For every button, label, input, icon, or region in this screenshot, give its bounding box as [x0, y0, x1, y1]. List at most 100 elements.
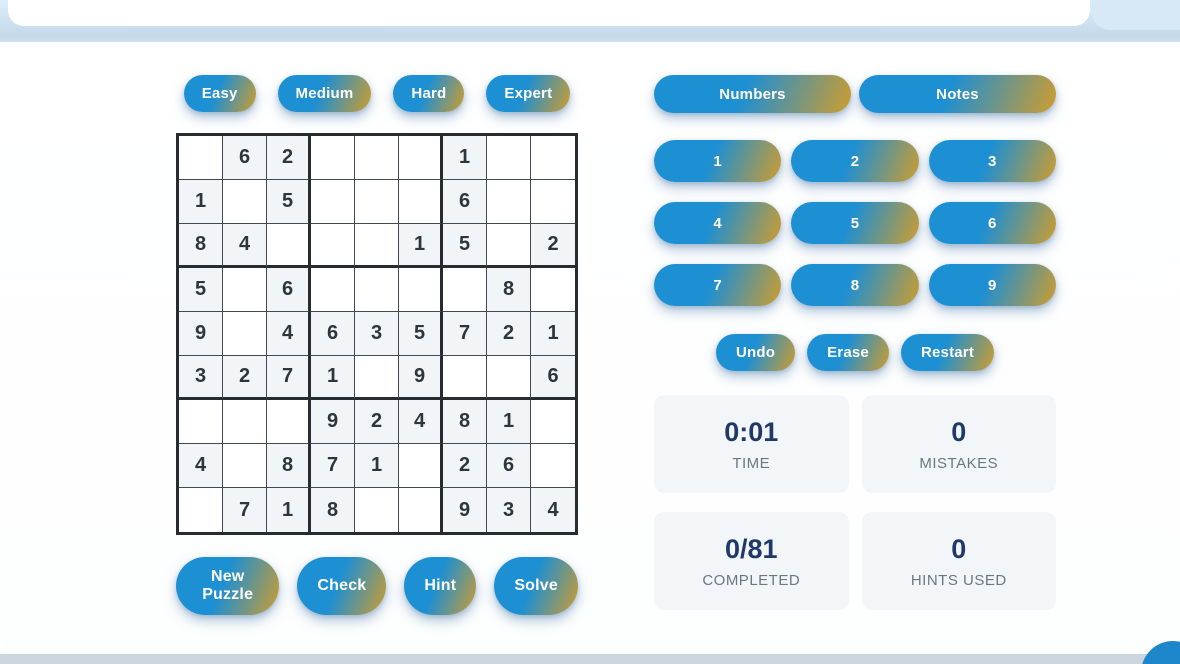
check-button[interactable]: Check	[297, 557, 387, 615]
cell-r5c1[interactable]: 9	[179, 312, 223, 356]
cell-r4c5[interactable]	[355, 268, 399, 312]
cell-r2c1[interactable]: 1	[179, 180, 223, 224]
cell-r8c8[interactable]: 6	[487, 444, 531, 488]
cell-r5c2[interactable]	[223, 312, 267, 356]
cell-r7c2[interactable]	[223, 400, 267, 444]
cell-r8c6[interactable]	[399, 444, 443, 488]
digit-9-button[interactable]: 9	[928, 264, 1056, 306]
digit-4-button[interactable]: 4	[654, 202, 782, 244]
cell-r2c9[interactable]	[531, 180, 575, 224]
digit-1-button[interactable]: 1	[654, 140, 782, 182]
digit-2-button[interactable]: 2	[791, 140, 919, 182]
cell-r8c5[interactable]: 1	[355, 444, 399, 488]
cell-r3c6[interactable]: 1	[399, 224, 443, 268]
tab-notes[interactable]: Notes	[859, 75, 1056, 113]
digit-8-button[interactable]: 8	[791, 264, 919, 306]
cell-r2c6[interactable]	[399, 180, 443, 224]
cell-r6c6[interactable]: 9	[399, 356, 443, 400]
cell-r4c6[interactable]	[399, 268, 443, 312]
cell-r4c8[interactable]: 8	[487, 268, 531, 312]
cell-r6c8[interactable]	[487, 356, 531, 400]
cell-r7c3[interactable]	[267, 400, 311, 444]
cell-r4c9[interactable]	[531, 268, 575, 312]
digit-5-button[interactable]: 5	[791, 202, 919, 244]
cell-r8c9[interactable]	[531, 444, 575, 488]
cell-r6c3[interactable]: 7	[267, 356, 311, 400]
cell-r7c1[interactable]	[179, 400, 223, 444]
cell-r1c2[interactable]: 6	[223, 136, 267, 180]
cell-r1c6[interactable]	[399, 136, 443, 180]
cell-r3c5[interactable]	[355, 224, 399, 268]
cell-r9c7[interactable]: 9	[443, 488, 487, 532]
cell-r4c4[interactable]	[311, 268, 355, 312]
cell-r5c3[interactable]: 4	[267, 312, 311, 356]
cell-r3c3[interactable]	[267, 224, 311, 268]
cell-r3c7[interactable]: 5	[443, 224, 487, 268]
cell-r3c8[interactable]	[487, 224, 531, 268]
cell-r3c4[interactable]	[311, 224, 355, 268]
cell-r6c9[interactable]: 6	[531, 356, 575, 400]
cell-r5c9[interactable]: 1	[531, 312, 575, 356]
difficulty-medium-button[interactable]: Medium	[277, 75, 372, 112]
cell-r9c3[interactable]: 1	[267, 488, 311, 532]
erase-button[interactable]: Erase	[807, 334, 889, 371]
undo-button[interactable]: Undo	[715, 334, 796, 371]
digit-6-button[interactable]: 6	[928, 202, 1056, 244]
cell-r2c5[interactable]	[355, 180, 399, 224]
new-puzzle-button[interactable]: New Puzzle	[176, 557, 280, 615]
cell-r4c1[interactable]: 5	[179, 268, 223, 312]
difficulty-hard-button[interactable]: Hard	[393, 75, 465, 112]
cell-r1c3[interactable]: 2	[267, 136, 311, 180]
cell-r6c2[interactable]: 2	[223, 356, 267, 400]
cell-r2c8[interactable]	[487, 180, 531, 224]
cell-r7c4[interactable]: 9	[311, 400, 355, 444]
cell-r9c6[interactable]	[399, 488, 443, 532]
cell-r9c8[interactable]: 3	[487, 488, 531, 532]
cell-r8c1[interactable]: 4	[179, 444, 223, 488]
digit-7-button[interactable]: 7	[654, 264, 782, 306]
cell-r5c8[interactable]: 2	[487, 312, 531, 356]
cell-r9c1[interactable]	[179, 488, 223, 532]
cell-r5c4[interactable]: 6	[311, 312, 355, 356]
cell-r7c7[interactable]: 8	[443, 400, 487, 444]
cell-r1c5[interactable]	[355, 136, 399, 180]
cell-r2c3[interactable]: 5	[267, 180, 311, 224]
difficulty-easy-button[interactable]: Easy	[183, 75, 256, 112]
cell-r2c4[interactable]	[311, 180, 355, 224]
cell-r8c3[interactable]: 8	[267, 444, 311, 488]
cell-r5c7[interactable]: 7	[443, 312, 487, 356]
restart-button[interactable]: Restart	[900, 334, 995, 371]
cell-r6c4[interactable]: 1	[311, 356, 355, 400]
cell-r9c4[interactable]: 8	[311, 488, 355, 532]
cell-r9c9[interactable]: 4	[531, 488, 575, 532]
cell-r1c8[interactable]	[487, 136, 531, 180]
cell-r6c5[interactable]	[355, 356, 399, 400]
cell-r5c6[interactable]: 5	[399, 312, 443, 356]
cell-r1c1[interactable]	[179, 136, 223, 180]
cell-r3c9[interactable]: 2	[531, 224, 575, 268]
cell-r8c2[interactable]	[223, 444, 267, 488]
cell-r7c6[interactable]: 4	[399, 400, 443, 444]
cell-r4c7[interactable]	[443, 268, 487, 312]
cell-r5c5[interactable]: 3	[355, 312, 399, 356]
cell-r2c7[interactable]: 6	[443, 180, 487, 224]
tab-numbers[interactable]: Numbers	[654, 75, 851, 113]
cell-r6c1[interactable]: 3	[179, 356, 223, 400]
hint-button[interactable]: Hint	[404, 557, 477, 615]
solve-button[interactable]: Solve	[494, 557, 578, 615]
cell-r1c4[interactable]	[311, 136, 355, 180]
cell-r2c2[interactable]	[223, 180, 267, 224]
cell-r8c4[interactable]: 7	[311, 444, 355, 488]
cell-r7c9[interactable]	[531, 400, 575, 444]
cell-r4c3[interactable]: 6	[267, 268, 311, 312]
digit-3-button[interactable]: 3	[928, 140, 1056, 182]
cell-r8c7[interactable]: 2	[443, 444, 487, 488]
cell-r9c5[interactable]	[355, 488, 399, 532]
cell-r9c2[interactable]: 7	[223, 488, 267, 532]
cell-r3c1[interactable]: 8	[179, 224, 223, 268]
cell-r3c2[interactable]: 4	[223, 224, 267, 268]
cell-r1c7[interactable]: 1	[443, 136, 487, 180]
cell-r1c9[interactable]	[531, 136, 575, 180]
cell-r7c5[interactable]: 2	[355, 400, 399, 444]
cell-r7c8[interactable]: 1	[487, 400, 531, 444]
